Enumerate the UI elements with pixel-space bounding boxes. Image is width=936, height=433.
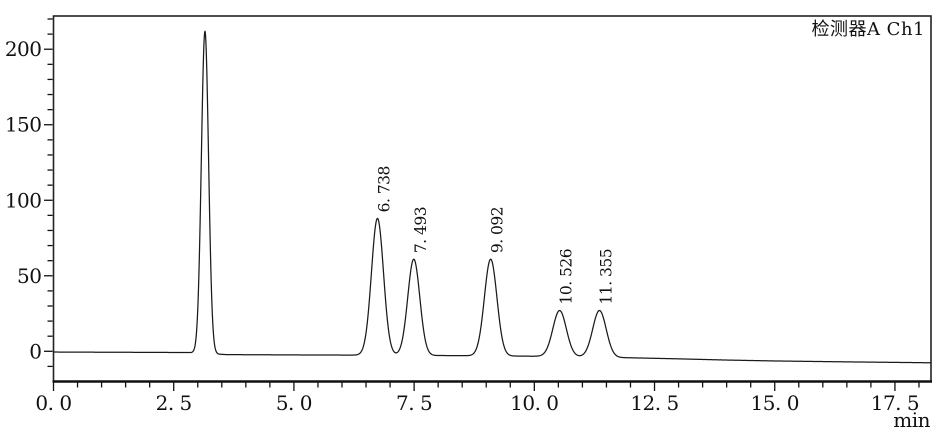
plot-frame bbox=[52, 15, 932, 383]
y-tick-label: 0 bbox=[29, 339, 41, 363]
x-tick-label: 17. 5 bbox=[871, 391, 919, 415]
detector-channel-label: 检测器A Ch1 bbox=[811, 19, 925, 40]
peak-labels: 6. 738 7. 493 9. 092 10. 526 11. 355 bbox=[375, 166, 615, 304]
y-axis-ticks bbox=[44, 18, 53, 368]
x-tick-label: 12. 5 bbox=[630, 391, 678, 415]
y-tick-label: 50 bbox=[17, 264, 41, 288]
x-axis-labels: 0. 0 2. 5 5. 0 7. 5 10. 0 12. 5 15. 0 17. 5 bbox=[35, 391, 919, 415]
x-tick-label: 15. 0 bbox=[751, 391, 799, 415]
y-tick-label: 200 bbox=[5, 37, 42, 61]
peak-retention-label: 11. 355 bbox=[597, 249, 615, 305]
signal-trace bbox=[53, 30, 932, 364]
x-tick-label: 2. 5 bbox=[156, 391, 192, 415]
x-tick-label: 10. 0 bbox=[510, 391, 558, 415]
peak-retention-label: 7. 493 bbox=[412, 207, 430, 253]
y-tick-label: 150 bbox=[5, 113, 42, 137]
x-tick-label: 7. 5 bbox=[396, 391, 432, 415]
x-axis-unit-label: min bbox=[893, 408, 930, 432]
peak-retention-label: 6. 738 bbox=[375, 166, 393, 212]
peak-retention-label: 10. 526 bbox=[558, 249, 576, 305]
peak-retention-label: 9. 092 bbox=[489, 207, 507, 253]
x-tick-label: 5. 0 bbox=[276, 391, 312, 415]
x-axis-ticks bbox=[52, 382, 920, 391]
x-tick-label: 0. 0 bbox=[35, 391, 71, 415]
y-axis-labels: 0 50 100 150 200 bbox=[5, 37, 42, 363]
y-tick-label: 100 bbox=[5, 188, 42, 212]
